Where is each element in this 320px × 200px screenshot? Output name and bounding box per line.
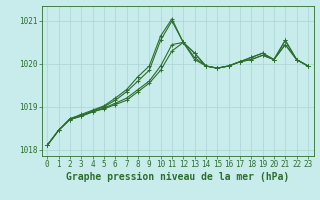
X-axis label: Graphe pression niveau de la mer (hPa): Graphe pression niveau de la mer (hPa) — [66, 172, 289, 182]
